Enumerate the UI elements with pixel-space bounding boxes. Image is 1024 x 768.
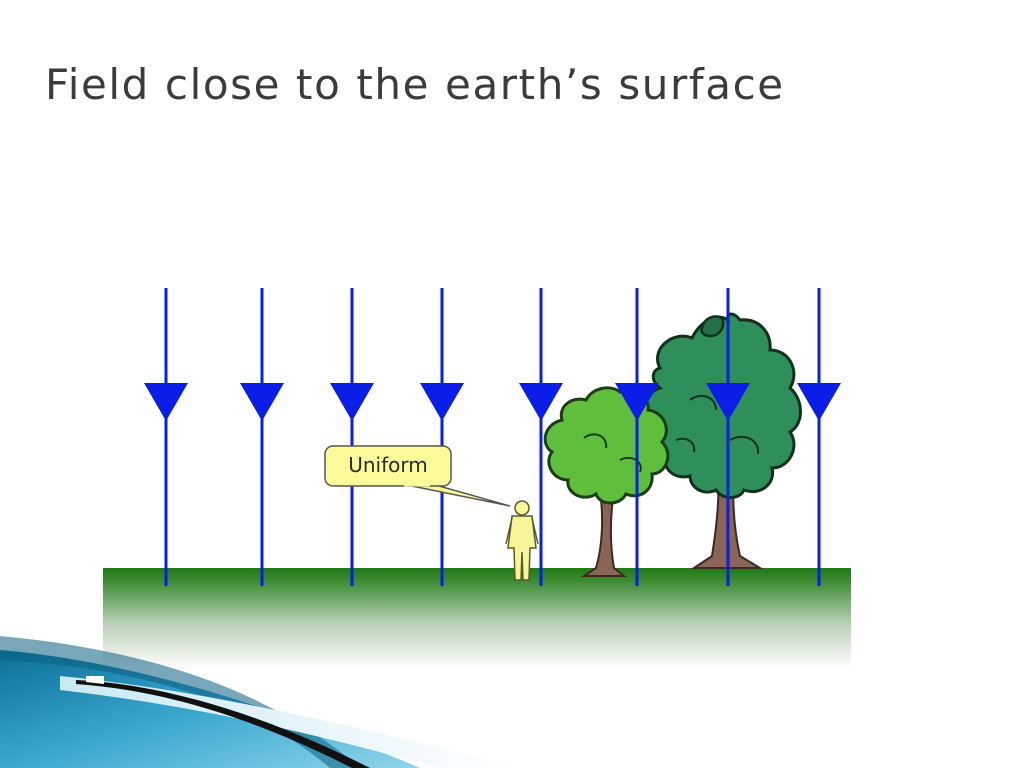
field-arrowhead: [240, 383, 284, 421]
tree-small: [543, 386, 670, 577]
field-arrowhead: [420, 383, 464, 421]
tree-large: [644, 312, 802, 569]
field-lines: [144, 288, 841, 586]
field-arrowhead: [519, 383, 563, 421]
ground-band: [103, 568, 851, 668]
callout-label: Uniform: [348, 453, 428, 477]
slide-title: Field close to the earth’s surface: [45, 60, 785, 109]
person-figure: [505, 500, 539, 581]
field-arrowhead: [144, 383, 188, 421]
field-arrowhead: [615, 383, 659, 421]
field-arrowhead: [797, 383, 841, 421]
corner-swoosh: [0, 636, 520, 768]
field-arrowhead: [330, 383, 374, 421]
field-arrowhead: [706, 383, 750, 421]
uniform-callout: Uniform: [324, 445, 511, 507]
callout-box: [324, 445, 452, 487]
